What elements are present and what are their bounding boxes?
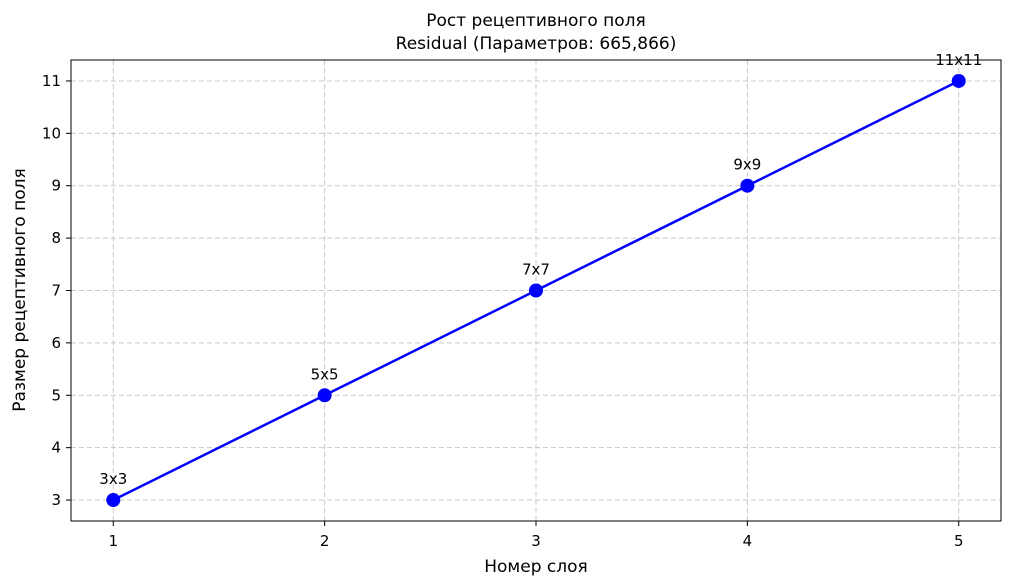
x-tick-label: 5: [954, 532, 964, 550]
x-tick-label: 1: [108, 532, 118, 550]
y-tick-label: 11: [42, 72, 61, 90]
chart-title: Рост рецептивного поля: [426, 11, 646, 31]
y-tick-label: 10: [42, 124, 61, 142]
data-point: [106, 493, 121, 508]
data-point: [529, 283, 543, 298]
y-tick-label: 8: [51, 229, 61, 247]
y-tick-label: 5: [51, 386, 61, 404]
x-axis-label: Номер слоя: [484, 557, 588, 577]
y-tick-label: 9: [51, 177, 61, 195]
data-point-label: 9x9: [733, 156, 761, 174]
y-tick-label: 4: [51, 439, 61, 457]
data-point: [317, 388, 332, 403]
y-tick-label: 7: [51, 282, 61, 300]
data-point-label: 5x5: [311, 365, 339, 383]
data-point-label: 7x7: [522, 261, 550, 279]
chart-subtitle: Residual (Параметров: 665,866): [396, 34, 677, 54]
y-tick-label: 6: [51, 334, 61, 352]
x-tick-label: 4: [743, 532, 753, 550]
data-point: [740, 178, 755, 193]
x-tick-label: 3: [531, 532, 541, 550]
y-tick-label: 3: [51, 491, 61, 509]
y-axis-label: Размер рецептивного поля: [10, 168, 30, 411]
axis-ticks: 1 2 3 4 5 3 4 5 6 7 8 9 10 11: [42, 72, 964, 550]
data-point-label: 3x3: [99, 470, 127, 488]
data-point: [951, 73, 966, 88]
x-tick-label: 2: [320, 532, 330, 550]
